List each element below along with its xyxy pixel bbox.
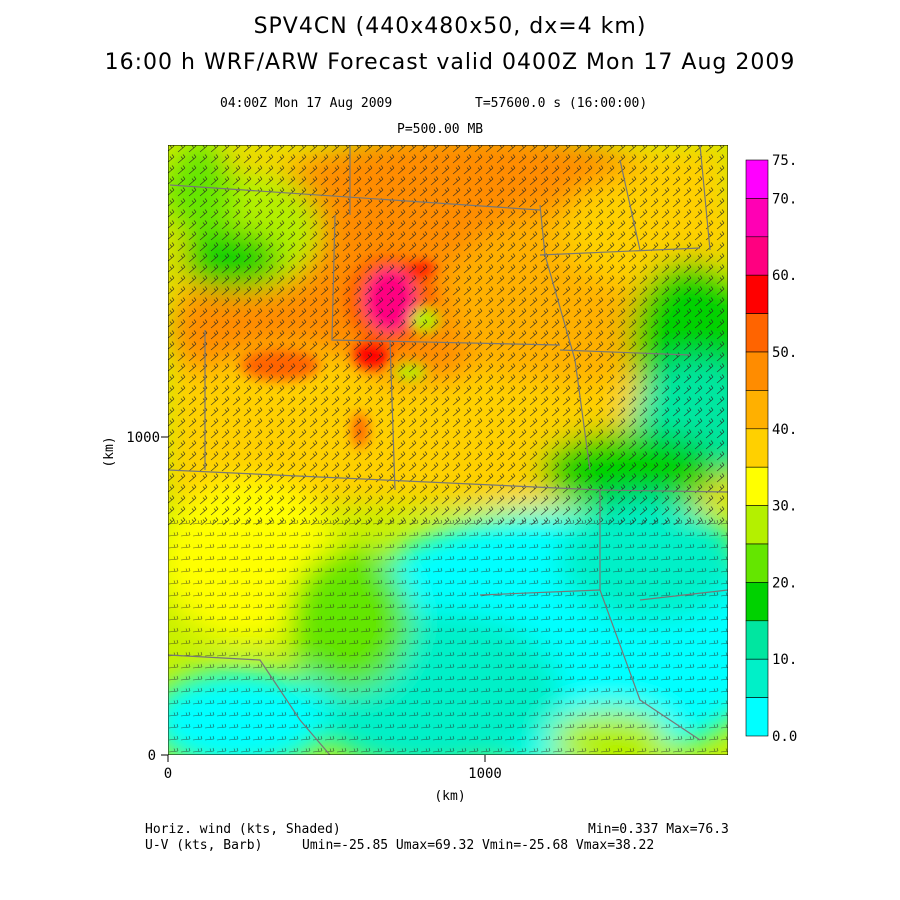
colorbar-label: 40. [772,422,797,438]
colorbar-label: 30. [772,499,797,515]
x-axis-label: (km) [434,789,465,804]
time-seconds-label: T=57600.0 s (16:00:00) [475,96,648,111]
colorbar-label: 75. [772,153,797,169]
wind-speed-shading [168,145,728,755]
footer-min-max: Min=0.337 Max=76.3 [588,822,729,837]
colorbar-segment [745,390,769,430]
colorbar-segment [745,466,769,506]
y-axis-label: (km) [102,436,117,467]
footer-barb-label: U-V (kts, Barb) [145,838,263,853]
colorbar-segment [745,313,769,353]
colorbar-segment [745,505,769,545]
valid-time-label: 04:00Z Mon 17 Aug 2009 [220,96,393,111]
colorbar-label: 20. [772,575,797,591]
colorbar-segment [745,582,769,622]
colorbar-segment [745,543,769,583]
colorbar-segment [745,198,769,238]
colorbar-segment [745,428,769,468]
colorbar: 0.0 10. 20. 30. 40. 50. 60. 70. 75. [745,153,797,745]
title-line-2: 16:00 h WRF/ARW Forecast valid 0400Z Mon… [104,50,796,75]
axis-ticks [161,436,486,762]
colorbar-label: 0.0 [772,729,797,745]
title-line-1: SPV4CN (440x480x50, dx=4 km) [253,14,647,39]
x-tick-1000: 1000 [468,766,502,782]
y-tick-0: 0 [148,748,156,764]
colorbar-segment [745,274,769,314]
colorbar-segment [745,236,769,276]
y-tick-1000: 1000 [126,430,160,446]
colorbar-label: 10. [772,652,797,668]
pressure-level-label: P=500.00 MB [397,122,484,137]
colorbar-segment [745,697,769,737]
colorbar-segment [745,159,769,199]
footer-shaded-label: Horiz. wind (kts, Shaded) [145,822,341,837]
colorbar-label: 50. [772,345,797,361]
state-boundaries [168,145,728,755]
colorbar-label: 70. [772,191,797,207]
colorbar-label: 60. [772,268,797,284]
colorbar-segment [745,620,769,660]
colorbar-segment [745,351,769,391]
footer-uv-stats: Umin=-25.85 Umax=69.32 Vmin=-25.68 Vmax=… [302,838,655,853]
colorbar-segment [745,658,769,698]
x-tick-0: 0 [164,766,172,782]
